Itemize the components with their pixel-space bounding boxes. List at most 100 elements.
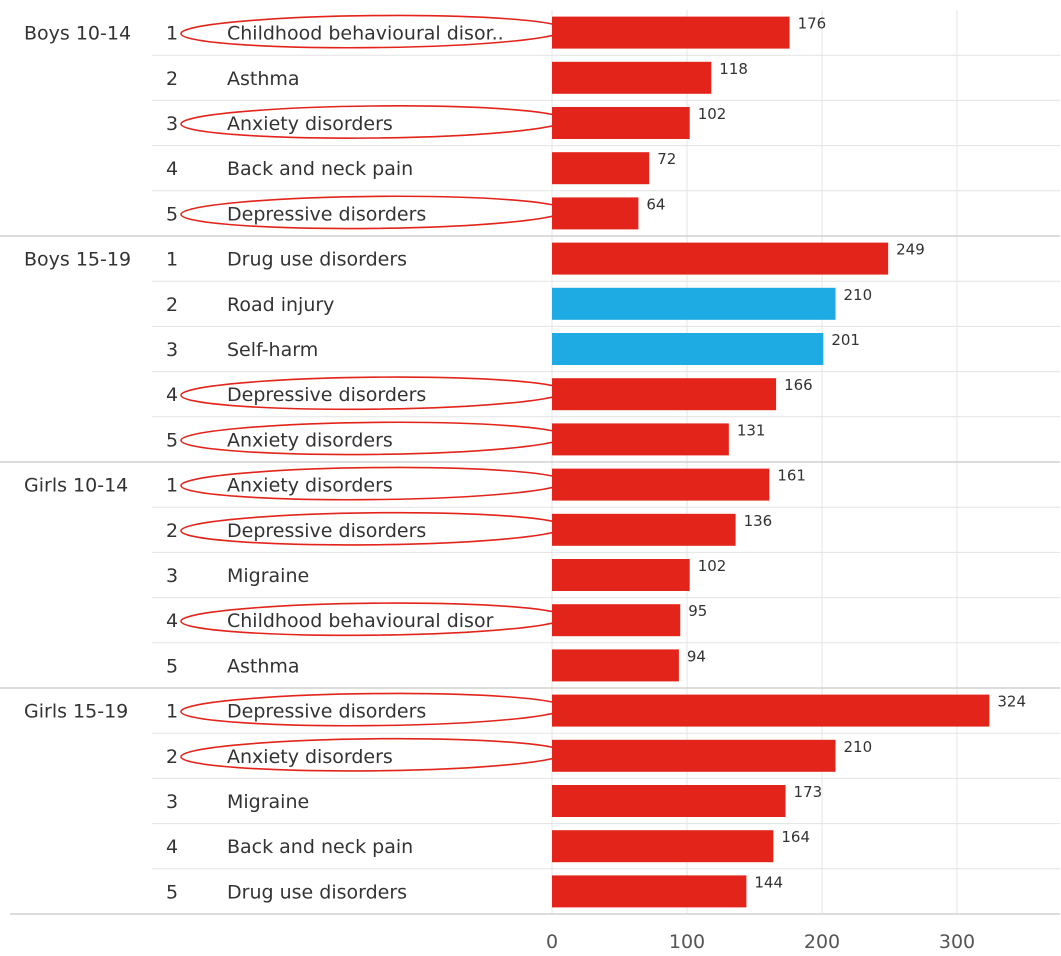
category-label: Asthma: [227, 655, 300, 677]
value-label: 72: [657, 150, 676, 168]
bar: [552, 242, 889, 275]
bar: [552, 694, 990, 727]
x-axis-ticks: 0 100 200 300: [546, 931, 975, 953]
rank-label: 4: [166, 836, 178, 858]
category-label: Depressive disorders: [227, 384, 426, 406]
value-label: 131: [737, 421, 766, 439]
highlight-ellipse: [180, 511, 566, 546]
bar: [552, 152, 650, 185]
category-label: Drug use disorders: [227, 881, 407, 903]
category-label: Depressive disorders: [227, 701, 426, 723]
rank-label: 1: [166, 701, 178, 723]
category-label: Childhood behavioural disor: [227, 610, 494, 632]
value-label: 176: [798, 15, 827, 33]
value-label: 102: [698, 105, 727, 123]
highlight-ellipse: [180, 421, 566, 456]
category-label: Road injury: [227, 294, 334, 316]
rank-label: 5: [166, 881, 178, 903]
value-label: 201: [831, 331, 860, 349]
category-label: Asthma: [227, 68, 300, 90]
rows: Boys 10-14 1 Childhood behavioural disor..…: [0, 15, 1060, 915]
value-label: 210: [844, 286, 873, 304]
x-tick-label: 100: [669, 931, 705, 953]
bar: [552, 61, 712, 94]
value-label: 94: [687, 647, 706, 665]
value-label: 166: [784, 376, 813, 394]
highlight-ellipse: [180, 737, 566, 772]
value-label: 249: [896, 241, 925, 259]
category-label: Migraine: [227, 791, 309, 813]
bar: [552, 875, 747, 908]
rank-label: 4: [166, 384, 178, 406]
group-label: Boys 10-14: [24, 23, 131, 45]
rank-label: 2: [166, 68, 178, 90]
category-label: Drug use disorders: [227, 249, 407, 271]
rank-label: 3: [166, 113, 178, 135]
bar: [552, 287, 836, 320]
value-label: 210: [844, 738, 873, 756]
bar: [552, 197, 639, 230]
rank-label: 3: [166, 565, 178, 587]
value-label: 102: [698, 557, 727, 575]
value-label: 144: [754, 873, 783, 891]
category-label: Anxiety disorders: [227, 429, 393, 451]
category-label: Back and neck pain: [227, 836, 413, 858]
bar: [552, 333, 824, 365]
value-label: 324: [997, 693, 1026, 711]
highlight-ellipse: [180, 602, 566, 637]
rank-label: 5: [166, 203, 178, 225]
rank-label: 1: [166, 23, 178, 45]
bar: [552, 785, 786, 817]
bar: [552, 468, 770, 501]
category-label: Anxiety disorders: [227, 113, 393, 135]
group-label: Boys 15-19: [24, 249, 131, 271]
bar: [552, 107, 690, 139]
highlight-ellipse: [180, 14, 566, 49]
group-label: Girls 15-19: [24, 701, 128, 723]
rank-label: 3: [166, 339, 178, 361]
bar: [552, 378, 777, 411]
rank-label: 1: [166, 475, 178, 497]
rank-label: 2: [166, 294, 178, 316]
rank-label: 1: [166, 249, 178, 271]
bar: [552, 649, 679, 682]
category-label: Anxiety disorders: [227, 746, 393, 768]
highlight-ellipse: [180, 466, 566, 501]
bar: [552, 739, 836, 772]
rank-label: 4: [166, 610, 178, 632]
value-label: 95: [688, 602, 707, 620]
rank-label: 4: [166, 158, 178, 180]
category-label: Anxiety disorders: [227, 475, 393, 497]
category-label: Self-harm: [227, 339, 318, 361]
category-label: Depressive disorders: [227, 520, 426, 542]
value-label: 161: [777, 467, 806, 485]
value-label: 136: [744, 512, 773, 530]
bar: [552, 559, 690, 591]
rank-label: 3: [166, 791, 178, 813]
rank-label: 5: [166, 429, 178, 451]
category-label: Migraine: [227, 565, 309, 587]
category-label: Back and neck pain: [227, 158, 413, 180]
value-label: 64: [646, 195, 665, 213]
x-tick-label: 200: [804, 931, 840, 953]
group-label: Girls 10-14: [24, 475, 128, 497]
rank-label: 2: [166, 746, 178, 768]
highlight-ellipse: [180, 376, 566, 411]
bar: [552, 830, 774, 863]
bar: [552, 423, 729, 456]
x-tick-label: 300: [939, 931, 975, 953]
value-label: 173: [794, 783, 823, 801]
x-tick-label: 0: [546, 931, 558, 953]
highlight-circles: [180, 14, 566, 772]
highlight-ellipse: [180, 692, 566, 727]
rank-label: 5: [166, 655, 178, 677]
rank-label: 2: [166, 520, 178, 542]
category-label: Childhood behavioural disor..: [227, 23, 504, 45]
value-label: 118: [719, 60, 748, 78]
category-label: Depressive disorders: [227, 203, 426, 225]
highlight-ellipse: [180, 105, 566, 139]
bar: [552, 604, 681, 637]
value-label: 164: [781, 828, 810, 846]
bar: [552, 16, 790, 49]
